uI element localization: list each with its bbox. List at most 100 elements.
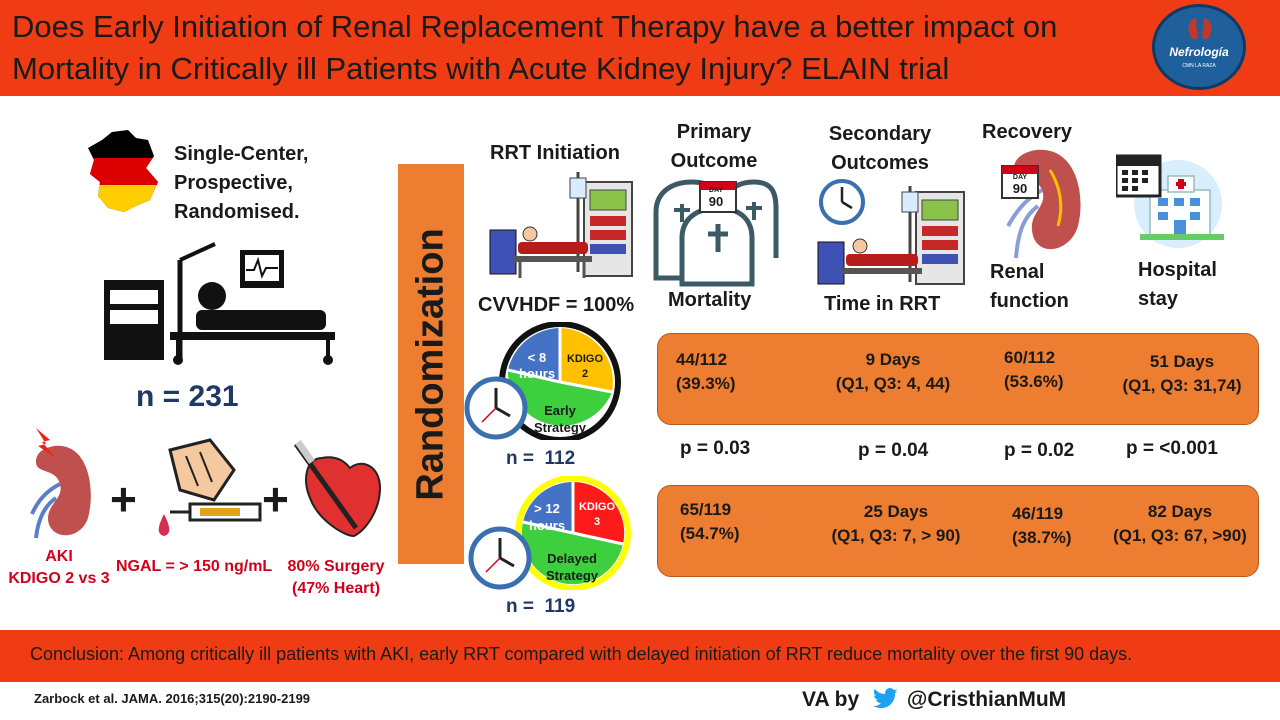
title-line-2: Mortality in Critically ill Patients wit…: [12, 51, 950, 86]
delayed-hospital-line-2: (Q1, Q3: 67, >90): [1113, 526, 1247, 545]
page-title: Does Early Initiation of Renal Replaceme…: [12, 6, 1132, 90]
nefrologia-logo: Nefrología CMN LA RAZA: [1152, 4, 1246, 90]
tombstone-icon: [653, 179, 779, 287]
secondary-line-1: Secondary: [828, 123, 932, 145]
hospital-calendar-icon: [1116, 154, 1224, 248]
early-renal-function: 60/112 (53.6%): [1004, 346, 1064, 394]
delayed-kdigo: KDIGO 3: [574, 500, 620, 530]
surgery-criteria: 80% Surgery (47% Heart): [276, 556, 396, 600]
delayed-time-line-1: > 12: [534, 501, 560, 516]
primary-line-2: Outcome: [670, 150, 758, 172]
dialysis-machine-icon: [817, 186, 965, 285]
n-total: n = 231: [136, 380, 239, 413]
aki-criteria: AKI KDIGO 2 vs 3: [0, 546, 118, 590]
early-renal-line-2: (53.6%): [1004, 372, 1064, 391]
delayed-hospital-line-1: 82 Days: [1147, 502, 1213, 521]
early-mortality-line-2: (39.3%): [676, 374, 736, 393]
randomization-bar: [398, 164, 464, 564]
early-hospital-stay: 51 Days (Q1, Q3: 31,74): [1106, 350, 1258, 398]
delayed-mortality-line-2: (54.7%): [680, 524, 740, 543]
early-hospital-line-2: (Q1, Q3: 31,74): [1122, 376, 1242, 395]
primary-outcome-title: Primary Outcome: [664, 118, 764, 176]
delayed-time: > 12 hours: [524, 500, 570, 534]
delayed-strategy-label: Delayed Strategy: [536, 550, 608, 584]
heart-surgery-icon: [293, 440, 382, 538]
renal-line-2: function: [990, 290, 1069, 312]
early-mortality-line-1: 44/112: [676, 350, 728, 369]
hospital-line-2: stay: [1138, 288, 1179, 310]
renal-line-1: Renal: [990, 261, 1045, 283]
early-kdigo-line-2: 2: [581, 368, 589, 380]
early-kdigo: KDIGO 2: [562, 352, 608, 382]
clock-icon: [819, 179, 865, 225]
day-label: DAY: [708, 187, 724, 194]
design-line-1: Single-Center,: [174, 143, 309, 165]
kidney-recovery-icon: [1001, 149, 1081, 259]
early-rrt-line-2: (Q1, Q3: 4, 44): [835, 374, 951, 393]
plus-1: +: [110, 473, 137, 525]
rrt-initiation-title: RRT Initiation: [490, 142, 620, 164]
early-strategy-diagram: [499, 322, 621, 440]
delayed-kdigo-line-1: KDIGO: [578, 501, 616, 513]
cvvhdf-label: CVVHDF = 100%: [478, 294, 635, 316]
early-time-rrt: 9 Days (Q1, Q3: 4, 44): [808, 348, 978, 396]
hospital-stay-label: Hospital stay: [1138, 256, 1217, 314]
day-value: 90: [708, 194, 724, 209]
early-time: < 8 hours: [512, 350, 562, 382]
early-kdigo-line-1: KDIGO: [566, 353, 604, 365]
design-line-2: Prospective,: [174, 172, 293, 194]
delayed-rrt-line-2: (Q1, Q3: 7, > 90): [831, 526, 961, 545]
delayed-hospital-stay: 82 Days (Q1, Q3: 67, >90): [1100, 500, 1260, 548]
twitter-bird-icon: [873, 688, 899, 708]
clock-icon: [464, 376, 528, 440]
early-strategy-label: Early Strategy: [526, 402, 594, 436]
delayed-strategy-line-2: Strategy: [545, 568, 599, 583]
delayed-strategy-line-1: Delayed: [547, 551, 597, 566]
header-bar: [0, 0, 1280, 96]
day-label: DAY: [1012, 174, 1028, 181]
pvalue-time-rrt: p = 0.04: [858, 440, 929, 461]
surgery-line-1: 80% Surgery: [287, 558, 385, 575]
time-in-rrt-label: Time in RRT: [824, 293, 941, 315]
pvalue-hospital: p = <0.001: [1126, 438, 1218, 459]
early-strategy-line-2: Strategy: [533, 420, 587, 435]
early-results-box: [657, 333, 1259, 425]
clock-icon: [468, 526, 532, 590]
early-strategy-line-1: Early: [544, 403, 576, 418]
primary-line-1: Primary: [676, 121, 752, 143]
early-hospital-line-1: 51 Days: [1149, 352, 1215, 371]
study-design: Single-Center, Prospective, Randomised.: [174, 140, 308, 227]
delayed-n: n = 119: [506, 596, 576, 617]
delayed-rrt-line-1: 25 Days: [863, 502, 929, 521]
twitter-handle[interactable]: @CristhianMuM: [906, 688, 1067, 711]
delayed-results-box: [657, 485, 1259, 577]
hospital-line-1: Hospital: [1138, 259, 1217, 281]
early-rrt-line-1: 9 Days: [865, 350, 921, 369]
aki-line-1: AKI: [45, 548, 73, 565]
delayed-time-rrt: 25 Days (Q1, Q3: 7, > 90): [812, 500, 980, 548]
author-credit: VA by @CristhianMuM: [802, 688, 1066, 712]
ngal-blood-test-icon: [158, 438, 262, 536]
randomization-label-wrap: Randomization: [398, 164, 464, 564]
aki-kidney-icon: [30, 428, 91, 539]
germany-flag-map-icon: [88, 130, 158, 212]
delayed-time-line-2: hours: [528, 518, 566, 533]
early-renal-line-1: 60/112: [1004, 348, 1056, 367]
delayed-mortality: 65/119 (54.7%): [680, 498, 740, 546]
delayed-renal-line-1: 46/119: [1012, 504, 1064, 523]
delayed-strategy-diagram: [515, 476, 631, 590]
secondary-line-2: Outcomes: [831, 152, 929, 174]
title-line-1: Does Early Initiation of Renal Replaceme…: [12, 9, 1058, 44]
recovery-title: Recovery: [982, 121, 1073, 143]
early-time-line-1: < 8: [527, 350, 547, 365]
secondary-outcomes-title: Secondary Outcomes: [818, 120, 942, 178]
early-n: n = 112: [506, 448, 576, 469]
icu-patient-bed-icon: [104, 242, 335, 365]
early-time-line-2: hours: [518, 366, 556, 381]
delayed-renal-line-2: (38.7%): [1012, 528, 1072, 547]
logo-text: Nefrología: [1169, 45, 1229, 59]
va-prefix: VA by: [802, 688, 860, 711]
reference: Zarbock et al. JAMA. 2016;315(20):2190-2…: [34, 691, 311, 706]
day-value: 90: [1012, 181, 1028, 196]
early-mortality: 44/112 (39.3%): [676, 348, 736, 396]
